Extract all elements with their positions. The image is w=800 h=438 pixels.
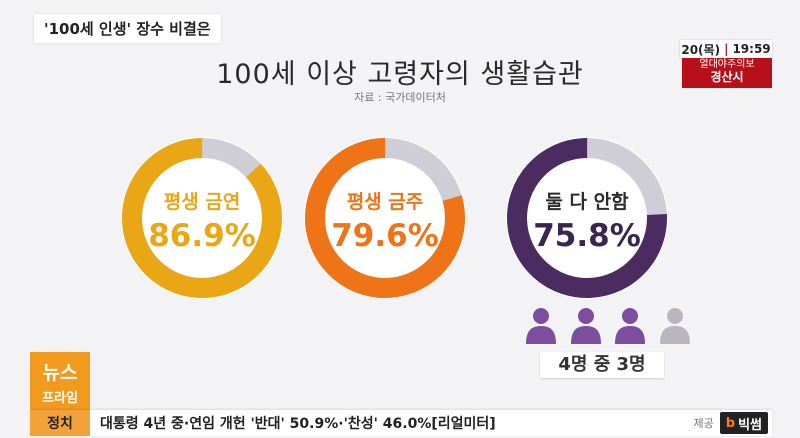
donut-value-label: 75.8% [533, 218, 641, 254]
sponsor-logo-text: 빅썸 [738, 417, 762, 433]
sponsor-logo: b 빅썸 [719, 412, 768, 434]
date-time: 20(목) | 19:59 [680, 40, 772, 58]
time-text: 19:59 [732, 42, 771, 56]
sponsor-logo-mark: b [725, 415, 736, 431]
donut-background [304, 137, 466, 299]
person-icon-highlighted [615, 308, 646, 344]
badge-line-1: 뉴스 [42, 362, 78, 384]
donut-background [506, 137, 668, 299]
donut-3: 둘 다 안함 75.8% [506, 137, 668, 299]
donut-1: 평생 금연 86.9% [121, 137, 283, 299]
badge-line-2: 프라임 [42, 391, 78, 406]
news-prime-badge: 뉴스 프라임 [30, 352, 90, 410]
date-text: 20(목) [681, 42, 721, 57]
ticker-provided-label: 제공 [693, 417, 714, 430]
person-icon-highlighted [570, 308, 601, 344]
donut-2: 평생 금주 79.6% [304, 137, 466, 299]
chart-title: 100세 이상 고령자의 생활습관 [216, 59, 584, 90]
ticker-headline: 대통령 4년 중·연임 개헌 '반대' 50.9%·'찬성' 46.0%[리얼미… [100, 416, 496, 432]
alert-label: 열대야주의보 [699, 59, 755, 70]
clock-separator: | [724, 42, 729, 56]
topic-label: '100세 인생' 장수 비결은 [34, 14, 221, 43]
alert-place: 경산시 [710, 70, 744, 84]
weather-alert: 열대야주의보 경산시 [682, 58, 772, 88]
donut-value-arc [305, 138, 465, 298]
donut-category-label: 평생 금주 [347, 191, 424, 213]
donut-value-label: 79.6% [331, 218, 439, 254]
chart-source: 자료 : 국가데이터처 [354, 91, 446, 104]
ticker-category: 정치 [30, 410, 90, 436]
person-icon-muted [659, 308, 690, 344]
people-icons [524, 306, 692, 348]
donut-value-arc [122, 138, 282, 298]
donut-value-label: 86.9% [148, 218, 256, 254]
news-ticker: 정치 대통령 4년 중·연임 개헌 '반대' 50.9%·'찬성' 46.0%[… [30, 410, 772, 436]
donut-background [121, 137, 283, 299]
donut-category-label: 둘 다 안함 [545, 191, 629, 213]
donut-value-arc [507, 138, 667, 298]
person-icon-highlighted [526, 308, 556, 344]
donut-category-label: 평생 금연 [164, 191, 241, 213]
people-caption: 4명 중 3명 [540, 352, 664, 378]
